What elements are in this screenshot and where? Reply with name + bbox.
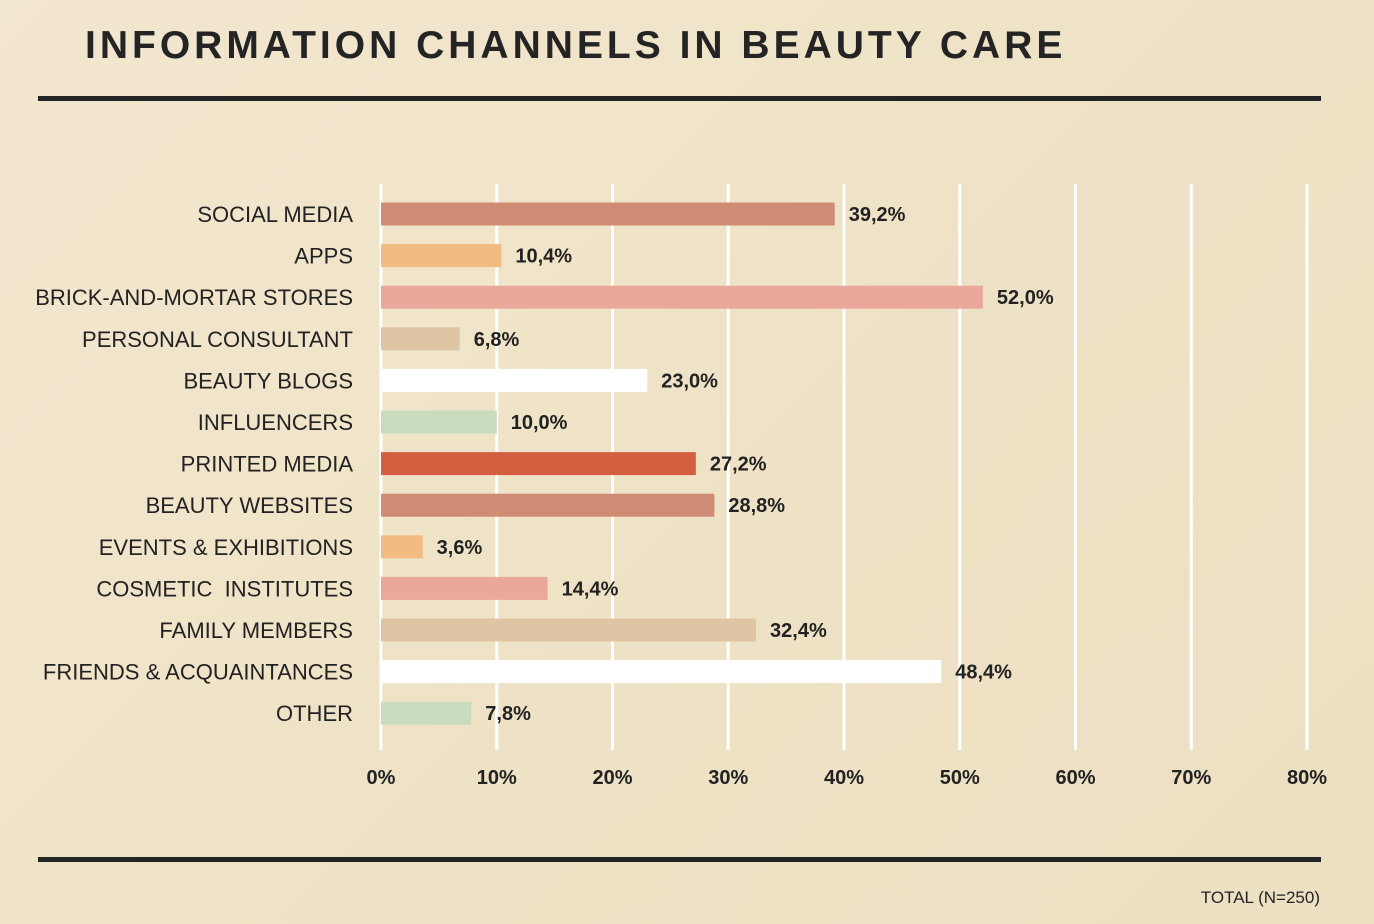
value-label: 3,6% — [437, 537, 483, 559]
value-label: 27,2% — [710, 454, 767, 476]
value-label: 10,0% — [511, 412, 568, 434]
value-label: 28,8% — [728, 495, 785, 517]
x-tick-label: 60% — [1055, 767, 1095, 789]
bar — [381, 368, 648, 392]
x-tick-label: 80% — [1287, 767, 1327, 789]
bar — [381, 701, 472, 725]
bar — [381, 285, 983, 309]
category-label: OTHER — [276, 701, 353, 726]
bar — [381, 660, 942, 684]
value-label: 10,4% — [515, 246, 572, 268]
category-label: APPS — [294, 244, 353, 269]
value-label: 23,0% — [661, 370, 718, 392]
category-label: PERSONAL CONSULTANT — [82, 327, 353, 352]
bar — [381, 202, 835, 226]
x-tick-label: 50% — [940, 767, 980, 789]
category-label: FRIENDS & ACQUAINTANCES — [43, 660, 353, 685]
value-label: 32,4% — [770, 620, 827, 642]
category-label: INFLUENCERS — [198, 410, 353, 435]
bar — [381, 452, 696, 476]
chart-title: INFORMATION CHANNELS IN BEAUTY CARE — [85, 24, 1067, 67]
top-divider — [38, 96, 1321, 101]
bar — [381, 618, 757, 642]
value-label: 52,0% — [997, 287, 1054, 309]
value-label: 7,8% — [485, 703, 531, 725]
bar — [381, 493, 715, 517]
category-label: COSMETIC INSTITUTES — [96, 576, 353, 601]
sample-size-note: TOTAL (N=250) — [1200, 888, 1320, 907]
bar — [381, 535, 423, 559]
bottom-divider — [38, 857, 1321, 862]
x-tick-label: 40% — [824, 767, 864, 789]
category-label: PRINTED MEDIA — [181, 452, 354, 477]
category-label: BRICK-AND-MORTAR STORES — [35, 285, 353, 310]
x-tick-label: 20% — [592, 767, 632, 789]
category-label: BEAUTY BLOGS — [183, 368, 353, 393]
x-tick-label: 10% — [477, 767, 517, 789]
bar — [381, 410, 497, 434]
value-label: 14,4% — [562, 578, 619, 600]
x-tick-label: 30% — [708, 767, 748, 789]
category-label: FAMILY MEMBERS — [159, 618, 353, 643]
x-tick-label: 70% — [1171, 767, 1211, 789]
bar — [381, 244, 502, 268]
bar — [381, 576, 548, 600]
bar — [381, 327, 460, 351]
value-label: 6,8% — [474, 329, 520, 351]
category-label: EVENTS & EXHIBITIONS — [99, 535, 353, 560]
category-label: BEAUTY WEBSITES — [146, 493, 353, 518]
category-label: SOCIAL MEDIA — [197, 202, 353, 227]
x-tick-label: 0% — [367, 767, 396, 789]
value-label: 48,4% — [955, 662, 1012, 684]
value-label: 39,2% — [849, 204, 906, 226]
